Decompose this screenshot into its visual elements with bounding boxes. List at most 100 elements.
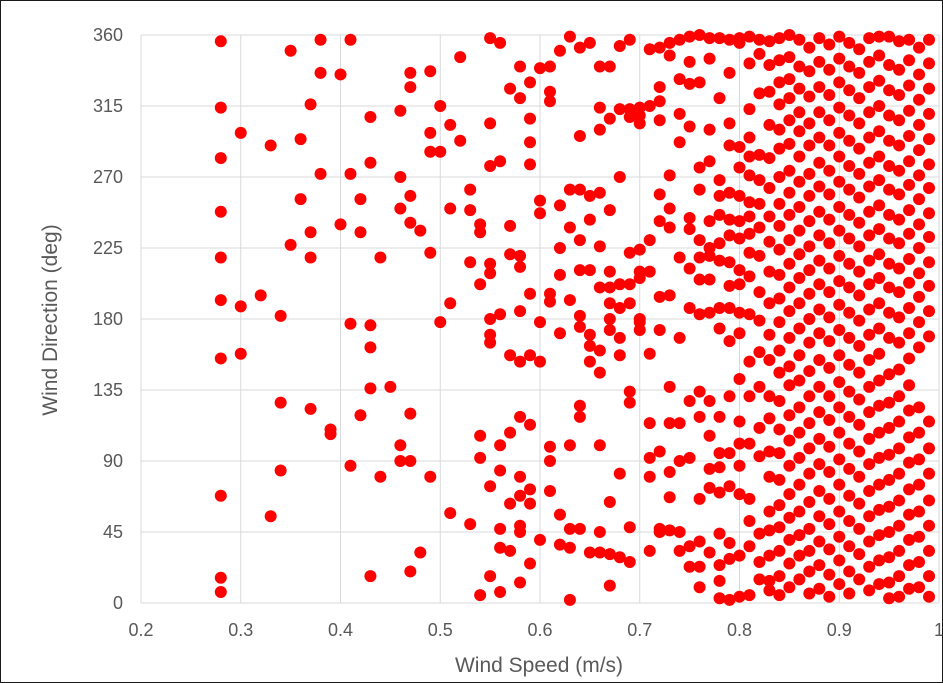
- data-point: [693, 560, 706, 573]
- data-point: [823, 390, 836, 403]
- data-point: [773, 243, 786, 256]
- data-point: [494, 308, 507, 321]
- data-point: [803, 240, 816, 253]
- data-point: [713, 592, 726, 605]
- data-point: [913, 581, 926, 594]
- data-point: [563, 183, 576, 196]
- data-point: [833, 578, 846, 591]
- data-point: [803, 313, 816, 325]
- data-point: [344, 167, 357, 180]
- data-point: [873, 30, 886, 43]
- data-point: [663, 417, 676, 430]
- data-point: [563, 30, 576, 43]
- data-point: [883, 368, 896, 381]
- data-point: [873, 223, 886, 236]
- data-point: [813, 180, 826, 193]
- data-point: [733, 372, 746, 385]
- data-point: [873, 74, 886, 87]
- data-point: [813, 510, 826, 523]
- data-point: [573, 234, 586, 247]
- data-point: [603, 60, 616, 73]
- data-point: [783, 409, 796, 422]
- data-point: [673, 526, 686, 538]
- data-point: [494, 464, 507, 477]
- data-point: [803, 264, 816, 277]
- data-point: [643, 451, 656, 464]
- data-point: [414, 224, 427, 237]
- data-point: [783, 29, 796, 41]
- data-point: [723, 186, 736, 199]
- data-point: [853, 117, 866, 130]
- data-point: [823, 361, 836, 374]
- data-point: [863, 406, 876, 419]
- data-point: [743, 355, 756, 368]
- data-point: [753, 421, 766, 434]
- data-point: [793, 426, 806, 439]
- data-point: [623, 33, 636, 46]
- x-tick-labels: 0.2 0.3 0.4 0.5 0.6 0.7 0.8 0.9 1: [128, 620, 942, 640]
- data-point: [783, 137, 796, 150]
- data-point: [723, 117, 736, 130]
- data-point: [723, 229, 736, 242]
- data-point: [534, 533, 546, 546]
- data-point: [444, 118, 457, 131]
- data-point: [214, 35, 227, 48]
- data-point: [713, 461, 726, 474]
- data-point: [863, 156, 876, 169]
- data-point: [553, 268, 566, 281]
- data-point: [673, 33, 686, 46]
- data-point: [913, 453, 926, 466]
- data-point: [813, 254, 826, 267]
- data-point: [893, 213, 906, 226]
- data-point: [484, 257, 497, 270]
- data-point: [723, 447, 736, 460]
- data-point: [903, 204, 916, 217]
- data-point: [873, 451, 886, 464]
- data-point: [803, 215, 816, 228]
- data-point: [883, 134, 896, 147]
- data-point: [923, 207, 936, 220]
- data-point: [883, 232, 896, 245]
- data-point: [713, 208, 726, 221]
- data-point: [783, 581, 796, 594]
- data-point: [863, 278, 876, 291]
- data-point: [753, 47, 766, 60]
- data-point: [823, 568, 836, 581]
- data-point: [903, 379, 916, 392]
- data-point: [803, 65, 816, 78]
- data-point: [773, 32, 786, 45]
- data-point: [853, 522, 866, 535]
- data-point: [753, 249, 766, 262]
- data-point: [913, 93, 926, 106]
- data-point: [893, 311, 906, 324]
- data-point: [893, 237, 906, 250]
- data-point: [713, 174, 726, 187]
- data-point: [883, 257, 896, 270]
- data-point: [484, 117, 497, 130]
- data-point: [603, 313, 616, 325]
- data-point: [923, 305, 936, 318]
- data-point: [853, 191, 866, 204]
- data-point: [893, 442, 906, 455]
- data-point: [823, 88, 836, 101]
- data-point: [923, 570, 936, 583]
- data-point: [803, 167, 816, 180]
- data-point: [883, 576, 896, 589]
- data-point: [843, 410, 856, 423]
- y-tick-label: 45: [103, 522, 123, 542]
- data-point: [823, 311, 836, 324]
- data-point: [773, 292, 786, 305]
- data-point: [733, 415, 746, 428]
- data-point: [813, 55, 826, 68]
- data-point: [613, 349, 626, 362]
- data-point: [853, 240, 866, 253]
- data-point: [494, 36, 507, 49]
- data-point: [444, 297, 457, 310]
- data-point: [893, 570, 906, 583]
- data-point: [923, 82, 936, 95]
- data-point: [693, 76, 706, 89]
- data-point: [623, 111, 636, 124]
- data-point: [713, 32, 726, 45]
- data-point: [484, 336, 497, 349]
- data-point: [763, 328, 776, 341]
